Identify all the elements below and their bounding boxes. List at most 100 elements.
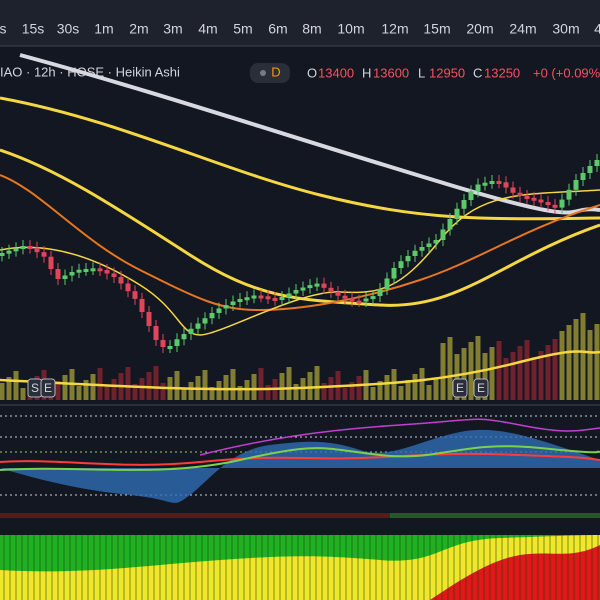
marker: E <box>456 381 464 395</box>
candle-body <box>307 285 313 289</box>
candle-body <box>13 248 19 252</box>
marker: E <box>477 381 485 395</box>
interval[interactable]: s <box>0 21 7 37</box>
volume-bar <box>125 367 131 400</box>
interval[interactable]: 30s <box>57 21 80 37</box>
ohlc-label: L <box>418 65 425 80</box>
candle-body <box>349 298 355 302</box>
candle-body <box>377 289 383 297</box>
volume-bar <box>426 385 432 400</box>
candle-body <box>27 246 33 249</box>
interval[interactable]: 2m <box>129 21 148 37</box>
volume-bar <box>433 379 439 400</box>
state-bar-red <box>0 513 390 518</box>
candle-body <box>524 196 530 199</box>
signal-green <box>0 445 600 471</box>
volume-bar <box>153 366 159 400</box>
candle-body <box>34 247 40 253</box>
candle-body <box>83 269 89 272</box>
interval[interactable]: 3m <box>163 21 182 37</box>
volume-bar <box>405 380 411 400</box>
ohlc-label: O <box>307 65 317 80</box>
candle-body <box>174 339 180 346</box>
candle-body <box>41 252 47 257</box>
volume-bar <box>552 339 558 400</box>
candle-body <box>384 278 390 289</box>
candle-body <box>566 189 572 200</box>
oscillator-area <box>0 429 600 503</box>
candle-body <box>55 269 61 279</box>
volume-bar <box>132 384 138 400</box>
candle-body <box>356 300 362 304</box>
interval[interactable]: 1m <box>94 21 113 37</box>
volume-bar <box>321 383 327 400</box>
candle-body <box>153 326 159 340</box>
candle-body <box>433 240 439 244</box>
candle-body <box>573 180 579 190</box>
interval[interactable]: 6m <box>268 21 287 37</box>
volume-bar <box>342 388 348 400</box>
interval[interactable]: 20m <box>466 21 493 37</box>
marker: E <box>44 381 52 395</box>
candle-body <box>412 250 418 256</box>
interval[interactable]: 24m <box>509 21 536 37</box>
candle-body <box>258 295 264 299</box>
interval[interactable]: 5m <box>233 21 252 37</box>
volume-bar <box>391 369 397 400</box>
candle-body <box>468 191 474 200</box>
interval[interactable]: 8m <box>302 21 321 37</box>
volume-bar <box>566 325 572 400</box>
candle-body <box>160 340 166 347</box>
candle-body <box>209 313 215 319</box>
candle-body <box>461 200 467 209</box>
volume-bar <box>13 371 19 400</box>
heat-yellow <box>0 535 600 600</box>
candle-body <box>195 323 201 329</box>
interval[interactable]: 12m <box>381 21 408 37</box>
interval[interactable]: 15s <box>22 21 45 37</box>
signal-red <box>0 452 600 466</box>
volume-bar <box>377 381 383 400</box>
interval[interactable]: 4m <box>198 21 217 37</box>
volume-bar <box>6 377 12 400</box>
candle-body <box>594 160 600 166</box>
interval[interactable]: 15m <box>423 21 450 37</box>
candle-body <box>265 296 271 300</box>
candle-body <box>510 187 516 193</box>
ohlc-label: H <box>362 65 371 80</box>
candle-body <box>118 277 124 284</box>
ma-white <box>19 53 600 215</box>
candle-body <box>342 295 348 299</box>
volume-bar <box>545 345 551 400</box>
badge[interactable]: D <box>271 64 280 79</box>
candle-body <box>244 297 250 301</box>
ohlc-value: 13250 <box>484 65 520 80</box>
volume-bar <box>412 374 418 400</box>
candle-body <box>531 197 537 201</box>
volume-bar <box>475 336 481 400</box>
candle-body <box>6 250 12 254</box>
candle-body <box>223 305 229 309</box>
volume-bar <box>160 383 166 400</box>
candle-body <box>181 334 187 340</box>
candle-body <box>20 246 26 249</box>
candle-body <box>552 204 558 208</box>
candle-body <box>300 287 306 291</box>
volume-bar <box>496 341 502 400</box>
symbol[interactable]: IAO · 12h · HOSE · Heikin Ashi <box>0 64 180 79</box>
volume-bar <box>90 374 96 400</box>
candle-body <box>328 287 334 292</box>
interval[interactable]: 4 <box>594 21 600 37</box>
volume-bar <box>314 366 320 400</box>
candle-body <box>146 312 152 326</box>
interval[interactable]: 10m <box>337 21 364 37</box>
marker: S <box>31 381 39 395</box>
candle-body <box>454 208 460 219</box>
volume-bar <box>0 383 5 400</box>
volume-bar <box>237 386 243 400</box>
volume-bar <box>20 388 26 400</box>
volume-bar <box>286 367 292 400</box>
interval[interactable]: 30m <box>552 21 579 37</box>
